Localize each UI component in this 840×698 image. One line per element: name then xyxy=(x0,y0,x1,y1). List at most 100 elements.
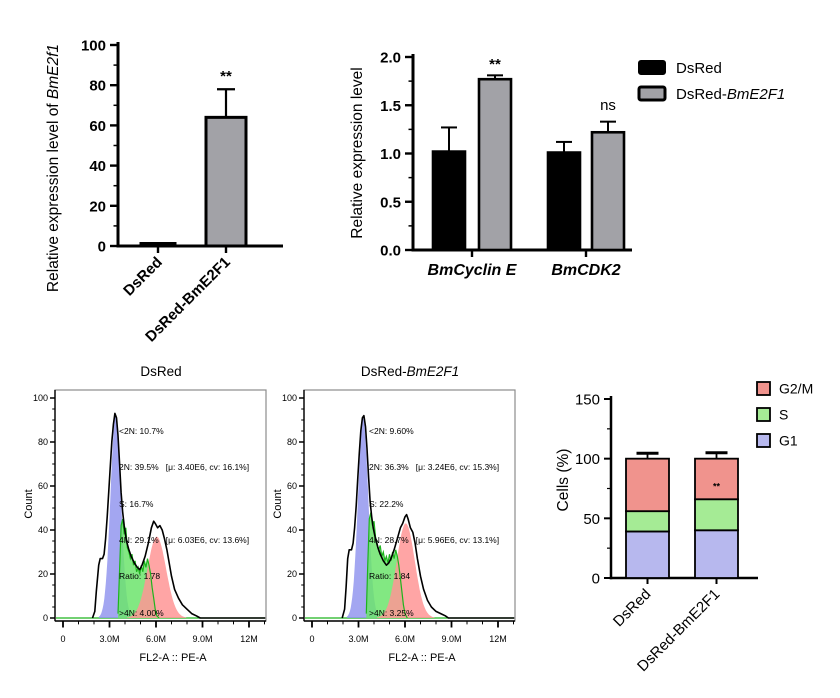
stat-line: 2N: 39.5% [μ: 3.40E6, cv: 16.1%] xyxy=(119,462,250,473)
stat-line: 4N: 28.7% [μ: 5.96E6, cv: 13.1%] xyxy=(369,535,500,546)
group-label: BmCDK2 xyxy=(551,262,620,279)
category-label: DsRed xyxy=(610,586,654,630)
stat-line: Ratio: 1.84 xyxy=(369,571,411,582)
group-label: BmCyclin E xyxy=(428,262,518,279)
g2-peak-fill xyxy=(377,523,435,618)
tick-label: 6.0M xyxy=(146,634,166,644)
segment-G1 xyxy=(625,530,670,579)
legend-label-text: DsRed- xyxy=(676,86,727,103)
histogram-outline xyxy=(91,412,266,619)
sig-label: ** xyxy=(220,68,232,85)
panel-flow-dsred: Count FL2-A :: PE-A 0 20 40 60 80 100 0 3.0M 6.0… xyxy=(18,358,274,680)
y-axis-label: Relative expression level xyxy=(349,67,366,238)
y-axis-label: Cells (%) xyxy=(555,449,572,512)
flow-title-text: DsRed- xyxy=(360,364,407,379)
segment-G1 xyxy=(694,529,739,579)
sig-label: ** xyxy=(713,482,721,492)
tick-label: 0 xyxy=(98,239,106,256)
bme2f1-bar-chart: Relative expression level of BmE2f1 0 20 4… xyxy=(45,38,283,345)
flow-title-text: DsRed xyxy=(140,364,182,379)
flow-title-dsred: DsRed xyxy=(55,364,267,379)
tick-label: 0.0 xyxy=(380,243,401,260)
tick-label: 20 xyxy=(89,198,106,215)
legend: G2/M S G1 xyxy=(756,381,813,449)
bar-DsRed-BmE2F1 xyxy=(477,77,513,252)
panel-flow-dsred-bme2f1: Count FL2-A :: PE-A 0 20 40 60 80 100 0 3.0M 6.0… xyxy=(267,358,523,680)
tick-label: 9.0M xyxy=(441,634,461,644)
stat-line: 2N: 36.3% [μ: 3.24E6, cv: 15.3%] xyxy=(369,462,500,473)
stat-line: Ratio: 1.78 xyxy=(119,571,161,582)
g2-peak-fill xyxy=(127,536,187,618)
tick-label: 60 xyxy=(89,118,106,135)
tick-label: 12M xyxy=(240,634,258,644)
category-label: DsRed xyxy=(120,254,166,300)
legend-label-text: DsRed xyxy=(676,60,722,77)
tick-label: 20 xyxy=(287,569,297,579)
tick-label: 60 xyxy=(287,481,297,491)
tick-label: 3.0M xyxy=(99,634,119,644)
panel-bme2f1-expression: Relative expression level of BmE2f1 0 20 4… xyxy=(28,16,313,366)
tick-label: 40 xyxy=(89,158,106,175)
segment-S xyxy=(694,498,739,532)
legend: DsRed DsRed-BmE2F1 xyxy=(637,60,785,103)
tick-label: 0 xyxy=(309,634,314,644)
segment-S xyxy=(625,510,670,533)
sig-label: ** xyxy=(489,56,501,73)
tick-label: 2.0 xyxy=(380,50,401,67)
panel-target-gene-expression: Relative expression level 0.0 0.5 1.0 1.5 2.… xyxy=(345,25,840,300)
tick-label: 0 xyxy=(292,613,297,623)
y-axis-label-text: Relative expression level of xyxy=(45,99,62,292)
panel-cell-cycle: Cells (%) 0 50 100 150 DsRed DsRed-BmE2F1 ** G… xyxy=(543,368,840,698)
flow-stats-dsred-bme2f1: <2N: 9.60% 2N: 36.3% [μ: 3.24E6, cv: 15.… xyxy=(369,401,499,643)
tick-label: 1.0 xyxy=(380,146,401,163)
segment-G2/M xyxy=(625,457,670,513)
stat-line: <2N: 10.7% xyxy=(119,426,164,437)
legend-swatch-g2m xyxy=(756,381,771,396)
tick-label: 12M xyxy=(489,634,507,644)
legend-label-dsred-bme2f1: DsRed-BmE2F1 xyxy=(676,86,785,103)
legend-swatch-dsred-bme2f1 xyxy=(637,85,667,102)
flow-title-dsred-bme2f1: DsRed-BmE2F1 xyxy=(304,364,516,379)
tick-label: 100 xyxy=(282,393,297,403)
tick-label: 150 xyxy=(575,392,600,409)
tick-label: 0.5 xyxy=(380,194,401,211)
bar-DsRed xyxy=(546,151,582,252)
tick-label: 80 xyxy=(287,437,297,447)
stat-line: S: 22.2% xyxy=(369,498,404,509)
x-axis-label: FL2-A :: PE-A xyxy=(139,652,207,664)
tick-label: 0 xyxy=(60,634,65,644)
y-axis-label: Count xyxy=(23,489,35,518)
tick-label: 20 xyxy=(38,569,48,579)
tick-label: 100 xyxy=(81,38,106,55)
stat-line: >4N: 3.25% xyxy=(369,607,414,618)
legend-swatch-s xyxy=(756,407,771,422)
legend-label-g1: G1 xyxy=(779,433,798,449)
tick-label: 9.0M xyxy=(192,634,212,644)
stat-line: 4N: 29.1% [μ: 6.03E6, cv: 13.6%] xyxy=(119,535,250,546)
tick-label: 3.0M xyxy=(348,634,368,644)
tick-label: 60 xyxy=(38,481,48,491)
bar xyxy=(139,242,177,248)
tick-label: 0 xyxy=(43,613,48,623)
stat-line: <2N: 9.60% xyxy=(369,426,414,437)
tick-label: 40 xyxy=(287,525,297,535)
histogram-outline xyxy=(341,414,515,619)
flow-stats-dsred: <2N: 10.7% 2N: 39.5% [μ: 3.40E6, cv: 16.… xyxy=(119,401,249,643)
legend-label-gene: BmE2F1 xyxy=(727,86,785,103)
legend-label-s: S xyxy=(779,407,788,423)
flow-title-gene: BmE2F1 xyxy=(406,364,460,379)
tick-label: 80 xyxy=(38,437,48,447)
y-axis-label: Relative expression level of BmE2f1 xyxy=(45,44,62,292)
y-axis-label-gene: BmE2f1 xyxy=(45,44,62,99)
tick-label: 6.0M xyxy=(395,634,415,644)
tick-label: 0 xyxy=(592,571,600,588)
legend-swatch-g1 xyxy=(756,433,771,448)
y-axis-label: Count xyxy=(272,489,284,518)
tick-label: 80 xyxy=(89,78,106,95)
legend-swatch-dsred xyxy=(638,60,666,75)
tick-label: 100 xyxy=(575,451,600,468)
tick-label: 50 xyxy=(583,511,600,528)
